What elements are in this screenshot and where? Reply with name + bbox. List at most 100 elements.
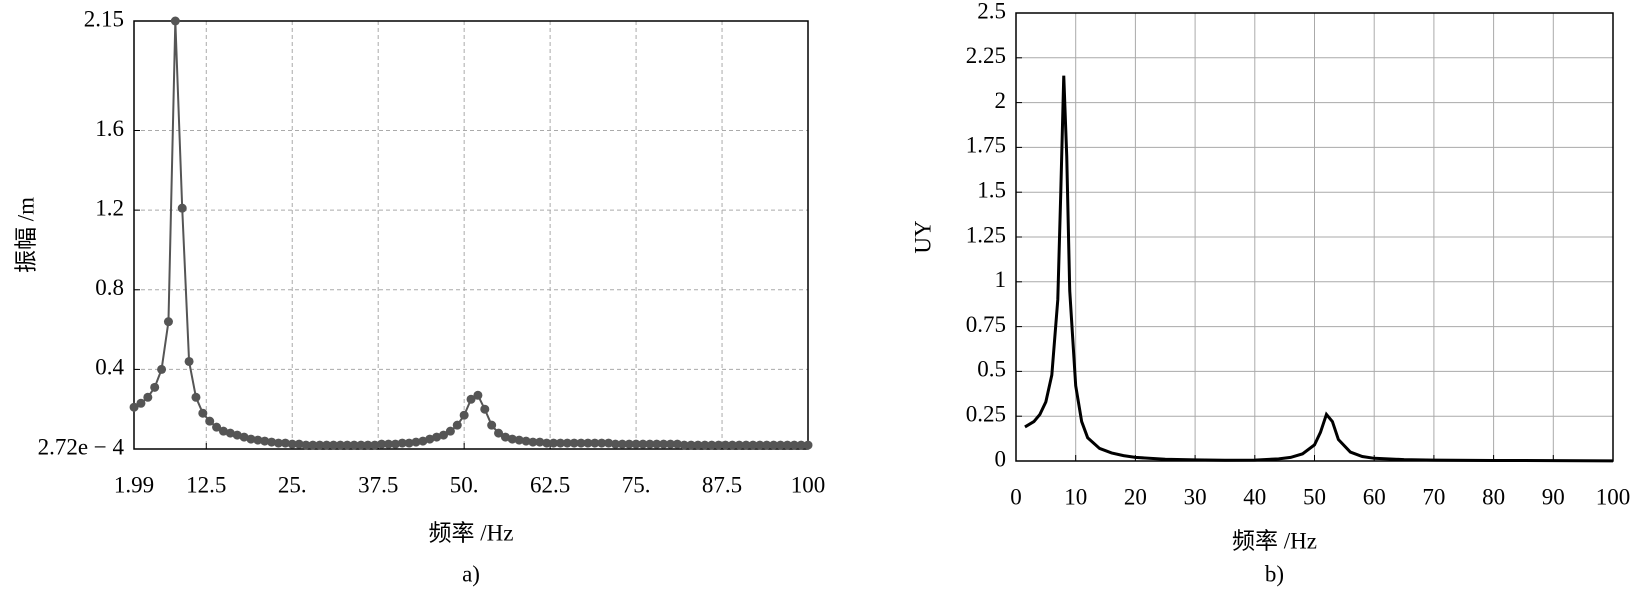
data-point: [384, 439, 394, 449]
data-point: [659, 439, 669, 449]
x-axis-label: 频率 /Hz: [1232, 528, 1317, 553]
y-tick-label: 0.8: [95, 275, 124, 300]
y-tick-label: 2.15: [84, 6, 124, 31]
data-point: [432, 432, 442, 442]
x-tick-label: 12.5: [186, 472, 226, 497]
data-point: [803, 440, 813, 450]
data-point: [322, 440, 332, 450]
x-tick-label: 40: [1243, 484, 1266, 509]
x-tick-label: 90: [1542, 484, 1565, 509]
data-point: [150, 382, 160, 392]
x-tick-label: 75.: [622, 472, 651, 497]
data-point: [184, 356, 194, 366]
data-point: [287, 439, 297, 449]
y-tick-label: 0.5: [977, 357, 1006, 382]
data-point: [597, 438, 607, 448]
data-point: [645, 439, 655, 449]
data-point: [555, 438, 565, 448]
data-point: [294, 439, 304, 449]
data-point: [521, 436, 531, 446]
y-tick-label: 1.25: [966, 222, 1006, 247]
data-point: [466, 394, 476, 404]
y-tick-label: 1.5: [977, 177, 1006, 202]
data-point: [700, 440, 710, 450]
x-tick-label: 25.: [278, 472, 307, 497]
data-point: [576, 438, 586, 448]
data-point: [480, 404, 490, 414]
data-point: [789, 440, 799, 450]
data-point: [748, 440, 758, 450]
data-point: [741, 440, 751, 450]
data-point: [129, 402, 139, 412]
y-tick-label: 1: [995, 267, 1007, 292]
data-point: [425, 434, 435, 444]
x-tick-label: 100: [791, 472, 826, 497]
y-tick-label: 2.5: [977, 0, 1006, 23]
data-point: [473, 390, 483, 400]
caption: a): [462, 561, 480, 586]
y-axis-label: 振幅 /m: [13, 197, 38, 273]
y-tick-label: 2: [995, 88, 1007, 113]
data-point: [253, 435, 263, 445]
data-point: [762, 440, 772, 450]
data-point: [672, 439, 682, 449]
y-tick-label: 1.6: [95, 116, 124, 141]
data-point: [734, 440, 744, 450]
x-tick-label: 1.99: [114, 472, 154, 497]
data-point: [604, 438, 614, 448]
y-tick-label: 2.72e − 4: [38, 434, 125, 459]
data-point: [239, 432, 249, 442]
x-tick-label: 62.5: [530, 472, 570, 497]
data-point: [439, 430, 449, 440]
data-point: [280, 438, 290, 448]
data-point: [349, 440, 359, 450]
data-point: [335, 440, 345, 450]
y-tick-label: 0.25: [966, 401, 1006, 426]
data-point: [507, 434, 517, 444]
data-point: [638, 439, 648, 449]
data-point: [397, 438, 407, 448]
data-point: [679, 440, 689, 450]
data-point: [232, 430, 242, 440]
x-tick-label: 50.: [450, 472, 479, 497]
data-point: [665, 439, 675, 449]
data-point: [377, 439, 387, 449]
data-point: [569, 438, 579, 448]
x-tick-label: 30: [1184, 484, 1207, 509]
plot-frame: [133, 20, 809, 450]
data-point: [411, 437, 421, 447]
data-point: [356, 440, 366, 450]
data-point: [769, 440, 779, 450]
data-point: [693, 440, 703, 450]
y-tick-label: 0.75: [966, 312, 1006, 337]
x-tick-label: 50: [1303, 484, 1326, 509]
data-point: [136, 398, 146, 408]
data-point: [459, 410, 469, 420]
data-point: [404, 438, 414, 448]
data-point: [583, 438, 593, 448]
data-point: [246, 434, 256, 444]
data-point: [775, 440, 785, 450]
data-point: [782, 440, 792, 450]
data-point: [796, 440, 806, 450]
x-tick-label: 70: [1422, 484, 1445, 509]
x-tick-label: 80: [1482, 484, 1505, 509]
data-point: [225, 428, 235, 438]
data-point: [549, 438, 559, 448]
data-point: [191, 392, 201, 402]
data-point: [157, 364, 167, 374]
data-point: [273, 438, 283, 448]
y-tick-label: 1.2: [95, 195, 124, 220]
data-point: [535, 437, 545, 447]
data-point: [624, 439, 634, 449]
plot-frame: [1015, 12, 1614, 462]
data-point: [727, 440, 737, 450]
data-point: [170, 16, 180, 26]
x-tick-label: 60: [1363, 484, 1386, 509]
data-point: [487, 420, 497, 430]
data-point: [755, 440, 765, 450]
data-point: [177, 203, 187, 213]
y-tick-label: 1.75: [966, 133, 1006, 158]
data-point: [205, 416, 215, 426]
